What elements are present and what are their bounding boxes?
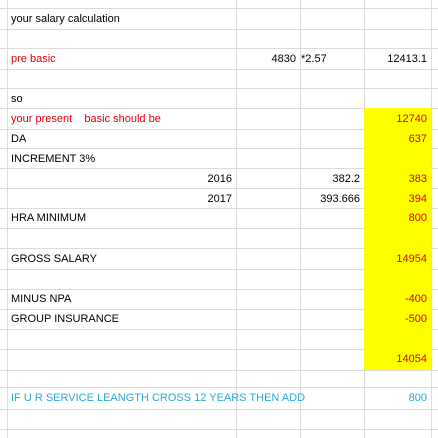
increment-2017-year[interactable]: 2017 <box>207 193 232 205</box>
gridline <box>0 88 438 89</box>
gridline <box>236 0 237 438</box>
increment-2016-calc[interactable]: 382.2 <box>332 173 360 185</box>
gridline <box>0 108 438 109</box>
pre-basic-value[interactable]: 4830 <box>271 53 296 65</box>
title-cell[interactable]: your salary calculation <box>11 13 120 25</box>
gridline <box>0 289 438 290</box>
gridline <box>0 370 438 371</box>
gridline <box>0 329 438 330</box>
gridline <box>0 269 438 270</box>
pre-basic-factor[interactable]: *2.57 <box>301 53 327 65</box>
gridline <box>0 148 438 149</box>
net-salary-value[interactable]: 14054 <box>396 353 427 365</box>
gridline <box>7 0 8 438</box>
increment-2016-year[interactable]: 2016 <box>207 173 232 185</box>
highlighted-column <box>364 108 431 370</box>
pre-basic-result[interactable]: 12413.1 <box>387 53 427 65</box>
gridline <box>0 309 438 310</box>
gridline <box>0 168 438 169</box>
hra-value[interactable]: 800 <box>408 212 427 224</box>
da-label[interactable]: DA <box>11 133 27 145</box>
gridline <box>300 0 301 438</box>
da-value[interactable]: 637 <box>408 133 427 145</box>
pre-basic-label[interactable]: pre basic <box>11 53 56 65</box>
gridline <box>0 129 438 130</box>
gross-salary-value[interactable]: 14954 <box>396 253 427 265</box>
gridline <box>0 387 438 388</box>
gridline <box>0 208 438 209</box>
gridline <box>0 228 438 229</box>
gridline <box>0 409 438 410</box>
increment-2016-value[interactable]: 383 <box>408 173 427 185</box>
npa-label[interactable]: MINUS NPA <box>11 293 72 305</box>
group-insurance-label[interactable]: GROUP INSURANCE <box>11 313 119 325</box>
service-length-value[interactable]: 800 <box>408 392 427 404</box>
gridline <box>0 69 438 70</box>
gridline <box>0 188 438 189</box>
gross-salary-label[interactable]: GROSS SALARY <box>11 253 97 265</box>
present-basic-label[interactable]: your present basic should be <box>11 113 161 125</box>
gridline <box>0 29 438 30</box>
increment-2017-value[interactable]: 394 <box>408 193 427 205</box>
gridline <box>0 8 438 9</box>
increment-label[interactable]: INCREMENT 3% <box>11 153 96 165</box>
gridline <box>0 349 438 350</box>
gridline <box>431 0 432 438</box>
npa-value[interactable]: -400 <box>404 293 427 305</box>
service-length-label[interactable]: IF U R SERVICE LEANGTH CROSS 12 YEARS TH… <box>11 392 306 404</box>
gridline <box>0 248 438 249</box>
gridline <box>0 429 438 430</box>
group-insurance-value[interactable]: -500 <box>404 313 427 325</box>
so-cell[interactable]: so <box>11 93 23 105</box>
present-basic-value[interactable]: 12740 <box>396 113 427 125</box>
hra-label[interactable]: HRA MINIMUM <box>11 212 87 224</box>
gridline <box>0 48 438 49</box>
increment-2017-calc[interactable]: 393.666 <box>320 193 360 205</box>
